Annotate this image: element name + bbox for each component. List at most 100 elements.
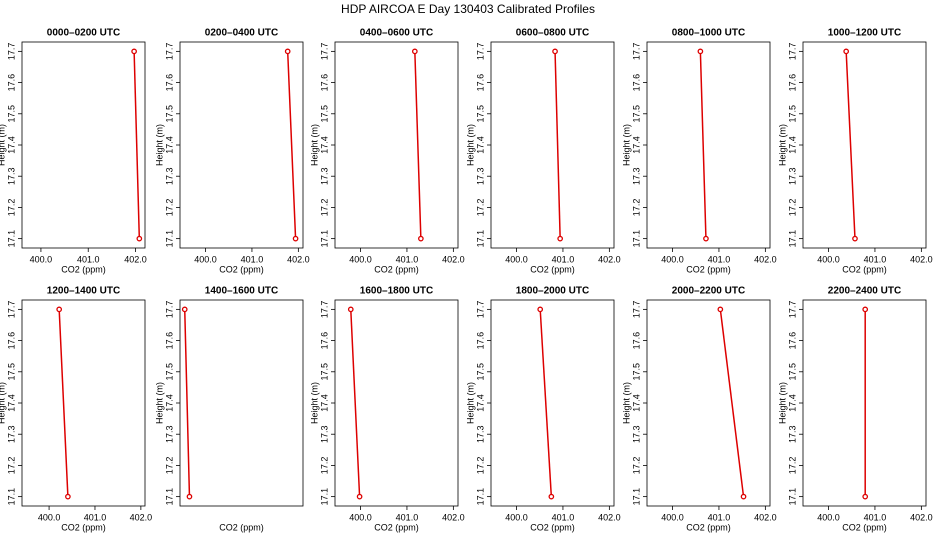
y-tick-label: 17.1 (475, 488, 485, 506)
panel-title: 2200–2400 UTC (828, 286, 901, 297)
x-tick-label: 400.0 (349, 254, 372, 264)
x-axis-label: CO2 (ppm) (686, 264, 731, 274)
y-tick-label: 17.1 (787, 488, 797, 506)
y-tick-label: 17.2 (6, 457, 16, 475)
y-tick-label: 17.2 (631, 199, 641, 217)
y-tick-label: 17.5 (631, 363, 641, 381)
y-tick-label: 17.2 (6, 199, 16, 217)
profile-point (181, 306, 188, 313)
profile-point (717, 306, 724, 313)
x-tick-label: 401.0 (77, 254, 100, 264)
y-tick-label: 17.7 (475, 301, 485, 319)
x-axis-label: CO2 (ppm) (842, 264, 887, 274)
y-tick-label: 17.5 (631, 105, 641, 123)
profile-point (136, 235, 143, 242)
plot-frame (21, 299, 146, 507)
plot-frame (179, 299, 304, 507)
y-axis-label: Height (m) (465, 124, 475, 166)
y-tick-label: 17.2 (164, 199, 174, 217)
plot-frame (490, 41, 615, 249)
x-tick-label: 401.0 (864, 254, 887, 264)
profile-line (699, 51, 707, 239)
y-tick-label: 17.1 (319, 230, 329, 248)
y-tick-label: 17.1 (6, 488, 16, 506)
y-tick-label: 17.7 (787, 301, 797, 319)
profile-point (537, 306, 544, 313)
y-tick-label: 17.2 (631, 457, 641, 475)
x-axis-label: CO2 (ppm) (374, 264, 419, 274)
y-tick-label: 17.7 (6, 43, 16, 61)
plot-frame (334, 41, 459, 249)
profile-line (286, 51, 297, 239)
y-tick-label: 17.4 (475, 394, 485, 412)
page-title: HDP AIRCOA E Day 130403 Calibrated Profi… (341, 2, 595, 16)
profile-point (843, 48, 850, 55)
profile-line (539, 309, 553, 497)
plot-frame (802, 41, 927, 249)
y-tick-label: 17.2 (319, 457, 329, 475)
x-axis-label: CO2 (ppm) (530, 522, 575, 532)
panel-title: 0800–1000 UTC (672, 28, 745, 39)
profile-line (554, 51, 561, 239)
profile-point (552, 48, 558, 55)
profile-point (292, 235, 299, 242)
y-tick-label: 17.3 (164, 167, 174, 185)
y-tick-label: 17.5 (319, 105, 329, 123)
x-tick-label: 402.0 (754, 512, 777, 522)
y-axis-label: Height (m) (154, 124, 164, 166)
y-tick-label: 17.4 (319, 136, 329, 154)
plot-frame (646, 41, 771, 249)
profile-point (347, 306, 354, 313)
x-tick-label: 402.0 (754, 254, 777, 264)
x-axis-label: CO2 (ppm) (374, 522, 419, 532)
x-tick-label: 402.0 (910, 254, 933, 264)
y-axis-label: Height (m) (0, 124, 6, 166)
x-tick-label: 401.0 (396, 512, 419, 522)
x-tick-label: 401.0 (864, 512, 887, 522)
y-tick-label: 17.3 (475, 425, 485, 443)
plot-frame (490, 299, 615, 507)
y-tick-label: 17.7 (319, 301, 329, 319)
profile-line (58, 309, 69, 497)
y-tick-label: 17.4 (475, 136, 485, 154)
y-tick-label: 17.6 (319, 74, 329, 92)
panel-title: 0000–0200 UTC (47, 28, 120, 39)
y-tick-label: 17.4 (164, 394, 174, 412)
panel-title: 2000–2200 UTC (672, 286, 745, 297)
y-tick-label: 17.2 (164, 457, 174, 475)
y-tick-label: 17.6 (6, 332, 16, 350)
y-tick-label: 17.3 (319, 167, 329, 185)
x-tick-label: 401.0 (241, 254, 264, 264)
y-tick-label: 17.5 (319, 363, 329, 381)
y-tick-label: 17.5 (787, 363, 797, 381)
x-tick-label: 402.0 (130, 512, 153, 522)
y-tick-label: 17.7 (6, 301, 16, 319)
y-tick-label: 17.7 (475, 43, 485, 61)
y-tick-label: 17.7 (787, 43, 797, 61)
profile-point (356, 493, 363, 500)
y-tick-label: 17.3 (164, 425, 174, 443)
x-axis-label: CO2 (ppm) (219, 264, 264, 274)
plot-frame (179, 41, 304, 249)
profile-point (548, 493, 555, 500)
y-tick-label: 17.3 (787, 167, 797, 185)
x-axis-label: CO2 (ppm) (686, 522, 731, 532)
x-axis-label: CO2 (ppm) (61, 522, 106, 532)
x-axis-label: CO2 (ppm) (219, 522, 264, 532)
y-tick-label: 17.6 (475, 74, 485, 92)
y-tick-label: 17.4 (6, 394, 16, 412)
x-tick-label: 402.0 (598, 512, 621, 522)
y-tick-label: 17.2 (787, 457, 797, 475)
y-tick-label: 17.2 (787, 199, 797, 217)
y-tick-label: 17.4 (6, 136, 16, 154)
x-tick-label: 402.0 (287, 254, 310, 264)
x-tick-label: 400.0 (505, 254, 528, 264)
y-tick-label: 17.3 (787, 425, 797, 443)
y-tick-label: 17.1 (631, 488, 641, 506)
profile-point (697, 48, 704, 55)
x-tick-label: 400.0 (349, 512, 372, 522)
y-axis-label: Height (m) (154, 382, 164, 424)
y-axis-label: Height (m) (309, 124, 319, 166)
panel-title: 1200–1400 UTC (47, 286, 120, 297)
y-tick-label: 17.5 (164, 363, 174, 381)
